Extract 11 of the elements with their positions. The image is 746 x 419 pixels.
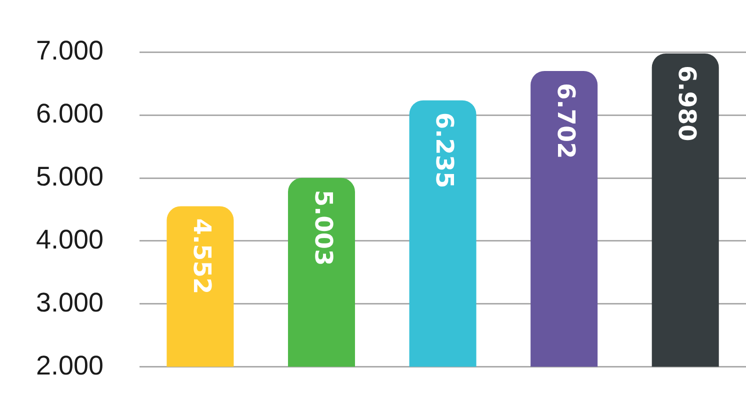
data-label: 6.702 bbox=[552, 82, 580, 159]
y-tick-label: 6.000 bbox=[36, 98, 104, 129]
y-tick-label: 5.000 bbox=[36, 161, 104, 192]
data-label: 6.235 bbox=[430, 112, 459, 188]
data-label: 4.552 bbox=[188, 218, 216, 294]
data-label: 5.003 bbox=[309, 190, 338, 266]
y-tick-label: 7.000 bbox=[36, 36, 104, 66]
y-tick-label: 2.000 bbox=[36, 350, 104, 380]
y-tick-label: 3.000 bbox=[36, 287, 104, 318]
data-label: 6.980 bbox=[673, 65, 702, 142]
y-tick-label: 4.000 bbox=[36, 224, 104, 254]
